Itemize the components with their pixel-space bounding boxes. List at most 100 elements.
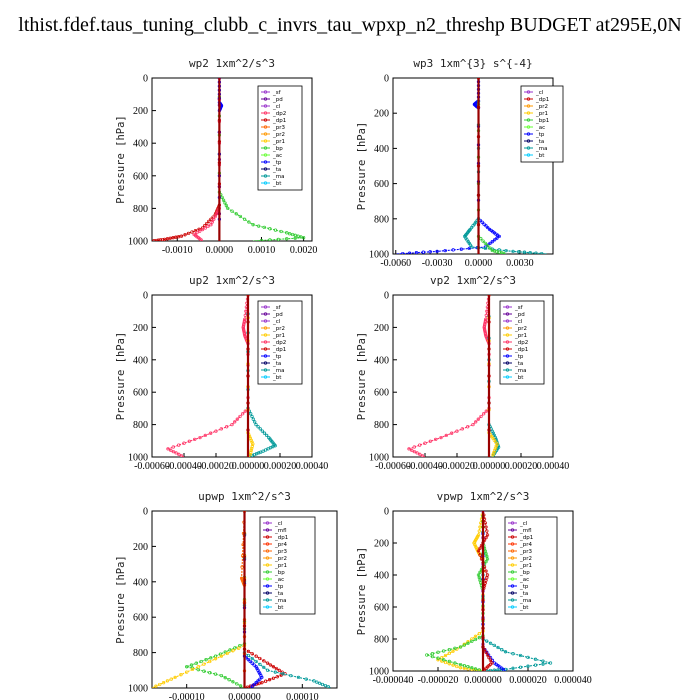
- plot-frame: [392, 294, 554, 458]
- legend-marker: [505, 312, 510, 316]
- legend-marker: [263, 97, 268, 101]
- legend-label: _dp1: [519, 535, 533, 541]
- series-point: [418, 443, 422, 447]
- y-tick-label: 0: [143, 291, 148, 302]
- chart-title: vp2 1xm^2/s^3: [430, 274, 516, 287]
- series-point: [484, 224, 488, 228]
- chart-title: upwp 1xm^2/s^3: [198, 490, 291, 503]
- series-point: [260, 681, 264, 685]
- y-axis-label: Pressure [hPa]: [115, 115, 127, 204]
- legend-marker: [510, 542, 515, 546]
- series-point: [186, 231, 191, 236]
- series-point: [412, 449, 416, 454]
- series-point: [534, 251, 538, 254]
- series-point: [250, 684, 254, 688]
- series-point: [156, 238, 160, 241]
- series-point: [285, 237, 289, 241]
- series-point: [212, 217, 216, 221]
- series-point: [207, 219, 211, 224]
- legend-marker: [265, 535, 270, 539]
- legend-label: _dp2: [272, 111, 286, 117]
- legend-marker: [263, 174, 268, 178]
- series-point: [248, 659, 252, 664]
- legend-marker: [263, 368, 268, 372]
- legend-marker: [510, 521, 515, 525]
- x-tick-label: 0.00000: [228, 692, 261, 700]
- series-point: [440, 656, 444, 660]
- x-tick-label: -0.0060: [380, 258, 411, 269]
- legend-label: _bp1: [535, 118, 549, 124]
- series-point: [502, 251, 506, 254]
- series-point: [249, 438, 253, 442]
- legend-marker: [263, 111, 268, 115]
- legend-label: _pr3: [272, 125, 286, 131]
- legend-marker: [263, 340, 268, 344]
- series-point: [254, 659, 258, 664]
- chart-title: wp3 1xm^{3} s^{-4}: [413, 57, 532, 70]
- series-point: [258, 656, 262, 661]
- series-point: [285, 231, 289, 235]
- series-point: [251, 417, 255, 421]
- series-point: [299, 235, 303, 239]
- series-point: [533, 657, 538, 661]
- series-point: [230, 209, 234, 213]
- series-point: [500, 648, 504, 652]
- series-line: [184, 511, 246, 688]
- legend-label: _cl: [272, 319, 281, 325]
- series-point: [262, 431, 267, 435]
- series-point: [252, 682, 256, 687]
- legend-marker: [263, 104, 268, 108]
- series-point: [443, 660, 448, 665]
- series-point: [203, 226, 207, 230]
- series-point: [243, 313, 247, 317]
- legend-marker: [263, 347, 268, 351]
- legend-label: _pr2: [274, 556, 287, 562]
- legend-label: _ma: [519, 598, 531, 604]
- series-point: [194, 661, 198, 665]
- series-point: [428, 250, 432, 254]
- series-point: [473, 102, 477, 106]
- series-point: [483, 246, 488, 251]
- series-point: [477, 636, 481, 640]
- legend-marker: [505, 326, 510, 330]
- legend-marker: [510, 598, 515, 602]
- legend-label: _cl: [272, 104, 281, 110]
- series-line: [152, 511, 246, 688]
- series-point: [318, 681, 322, 685]
- series-point: [262, 665, 266, 670]
- series-point: [420, 453, 424, 457]
- series-point: [223, 650, 227, 654]
- legend-marker: [263, 146, 268, 150]
- series-point: [304, 677, 308, 681]
- series-point: [171, 236, 175, 240]
- series-point: [511, 666, 515, 670]
- series-point: [504, 248, 508, 253]
- series-point: [323, 683, 328, 688]
- series-line: [407, 295, 490, 457]
- series-point: [179, 673, 183, 677]
- legend-label: _pr1: [519, 563, 532, 569]
- series-point: [441, 649, 446, 653]
- series-point: [462, 664, 466, 668]
- y-tick-label: 200: [133, 323, 148, 334]
- series-point: [450, 431, 454, 435]
- y-axis-label: Pressure [hPa]: [115, 555, 127, 644]
- series-point: [174, 451, 178, 455]
- y-tick-label: 1000: [128, 453, 148, 464]
- x-tick-label: -0.00040: [407, 461, 443, 472]
- legend-marker: [263, 312, 268, 316]
- legend-marker: [505, 319, 510, 323]
- legend-marker: [510, 584, 515, 588]
- legend-marker: [526, 139, 531, 143]
- series-point: [484, 650, 488, 654]
- legend-marker: [265, 528, 270, 532]
- series-point: [227, 678, 231, 682]
- legend-label: _bt: [514, 375, 524, 381]
- series-point: [198, 435, 202, 440]
- series-point: [268, 227, 272, 231]
- x-tick-label: 0.00000: [232, 461, 265, 472]
- series-point: [277, 668, 281, 672]
- series-point: [421, 250, 425, 254]
- chart-panel: upwp 1xm^2/s^3 Pressure [hPa] 0 200 400 600 80…: [115, 490, 338, 700]
